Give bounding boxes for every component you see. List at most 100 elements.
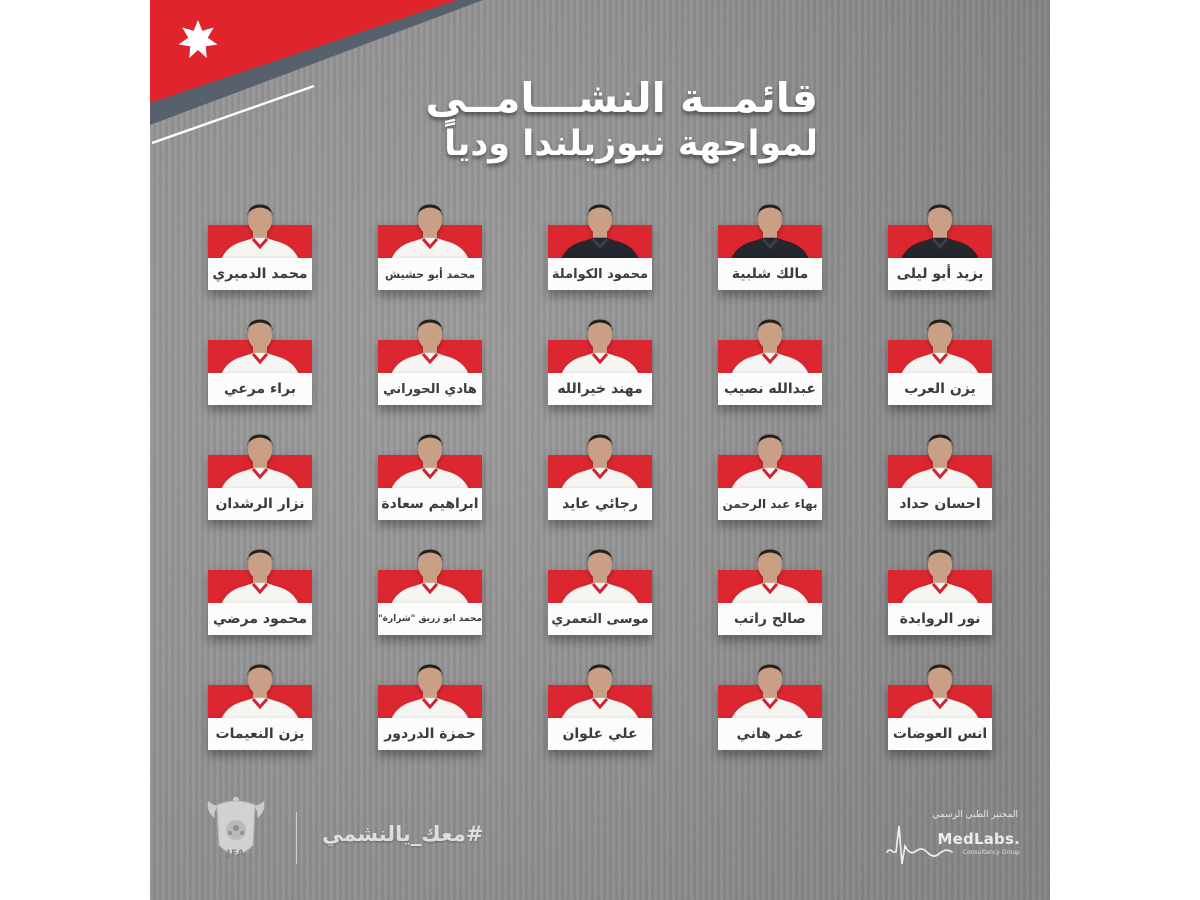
sponsor-logo: المختبر الطبي الرسمي MedLabs. Consultanc… [885, 810, 1020, 872]
player-photo [378, 543, 482, 604]
decorative-diagonal-line [151, 84, 315, 145]
player-name-plate: مالك شلبية [718, 258, 822, 290]
player-avatar-icon [391, 549, 469, 604]
player-avatar-icon [221, 549, 299, 604]
player-photo [378, 658, 482, 719]
player-name: ابراهيم سعادة [381, 496, 479, 512]
player-card: محمود الكواملة [548, 204, 652, 290]
player-card: علي علوان [548, 664, 652, 750]
title-line-2: لمواجهة نيوزيلندا ودياً [444, 124, 818, 165]
player-name-plate: عبدالله نصيب [718, 373, 822, 405]
player-photo [888, 198, 992, 259]
player-name-plate: نزار الرشدان [208, 488, 312, 520]
player-name-plate: هادي الحوراني [378, 373, 482, 405]
player-name-plate: يزن العرب [888, 373, 992, 405]
player-avatar-icon [561, 319, 639, 374]
player-name-plate: محمود الكواملة [548, 258, 652, 290]
player-name: علي علوان [562, 726, 638, 742]
player-name-plate: ابراهيم سعادة [378, 488, 482, 520]
player-card: يزن النعيمات [208, 664, 312, 750]
player-name: موسى التعمري [551, 611, 649, 627]
player-name-plate: نور الروابدة [888, 603, 992, 635]
player-avatar-icon [391, 204, 469, 259]
player-avatar-icon [391, 664, 469, 719]
player-avatar-icon [561, 664, 639, 719]
player-avatar-icon [221, 434, 299, 489]
player-photo [208, 543, 312, 604]
player-name: براء مرعي [224, 381, 296, 397]
player-photo [548, 658, 652, 719]
page-title: قائمــة النشـــامــى لمواجهة نيوزيلندا و… [425, 74, 818, 165]
player-name: محمد ابو زريق "شرارة" [377, 614, 483, 624]
player-avatar-icon [731, 204, 809, 259]
jfa-crest-icon [207, 796, 265, 855]
player-name-plate: رجائي عايد [548, 488, 652, 520]
player-card: محمد الدميري [208, 204, 312, 290]
player-photo [718, 313, 822, 374]
player-name-plate: يزن النعيمات [208, 718, 312, 750]
player-photo [718, 543, 822, 604]
player-photo [718, 198, 822, 259]
player-photo [548, 428, 652, 489]
title-line-1: قائمــة النشـــامــى [425, 74, 818, 122]
player-card: محمود مرضي [208, 549, 312, 635]
player-name-plate: محمد أبو حشيش [378, 258, 482, 290]
player-avatar-icon [561, 204, 639, 259]
player-name: يزيد أبو ليلى [896, 266, 984, 282]
footer-divider [296, 812, 297, 864]
player-photo [208, 313, 312, 374]
player-avatar-icon [391, 319, 469, 374]
player-name: بهاء عبد الرحمن [722, 497, 818, 511]
player-avatar-icon [901, 204, 979, 259]
player-card: صالح راتب [718, 549, 822, 635]
poster: قائمــة النشـــامــى لمواجهة نيوزيلندا و… [150, 0, 1050, 900]
player-grid: محمد الدميري محمد أبو حشيش [150, 0, 1050, 900]
player-card: ابراهيم سعادة [378, 434, 482, 520]
player-name: محمد أبو حشيش [384, 267, 476, 281]
player-photo [378, 428, 482, 489]
player-name: محمود مرضي [212, 611, 308, 627]
player-name-plate: موسى التعمري [548, 603, 652, 635]
player-card: يزن العرب [888, 319, 992, 405]
player-name-plate: صالح راتب [718, 603, 822, 635]
player-avatar-icon [391, 434, 469, 489]
player-name: محمود الكواملة [551, 266, 649, 282]
player-name-plate: محمود مرضي [208, 603, 312, 635]
player-name: يزن العرب [904, 381, 976, 397]
player-card: مهند خيرالله [548, 319, 652, 405]
ecg-waveform-icon [886, 825, 953, 865]
player-photo [208, 658, 312, 719]
sponsor-logo-row: MedLabs. Consultancy Group [885, 820, 1020, 872]
player-photo [208, 428, 312, 489]
player-name: حمزة الدردور [384, 726, 476, 742]
jordan-star-icon [178, 19, 218, 59]
player-card: محمد ابو زريق "شرارة" [377, 549, 483, 635]
player-photo [208, 198, 312, 259]
player-name: انس العوضات [892, 726, 988, 742]
player-avatar-icon [901, 319, 979, 374]
player-card: انس العوضات [888, 664, 992, 750]
player-name-plate: مهند خيرالله [548, 373, 652, 405]
player-card: موسى التعمري [548, 549, 652, 635]
sponsor-subtitle: Consultancy Group [962, 849, 1020, 856]
player-photo [888, 428, 992, 489]
player-avatar-icon [901, 549, 979, 604]
player-card: مالك شلبية [718, 204, 822, 290]
player-name: رجائي عايد [562, 496, 638, 512]
player-name-plate: عمر هاني [718, 718, 822, 750]
player-avatar-icon [221, 204, 299, 259]
player-photo [548, 543, 652, 604]
player-avatar-icon [901, 664, 979, 719]
player-name: نزار الرشدان [215, 496, 305, 512]
player-avatar-icon [731, 319, 809, 374]
player-name-plate: محمد الدميري [208, 258, 312, 290]
player-avatar-icon [731, 664, 809, 719]
player-photo [888, 313, 992, 374]
player-name: يزن النعيمات [215, 726, 305, 742]
jfa-label: JFA [226, 849, 246, 859]
player-avatar-icon [731, 549, 809, 604]
player-card: عمر هاني [718, 664, 822, 750]
player-photo [548, 198, 652, 259]
player-name: عبدالله نصيب [723, 381, 817, 397]
